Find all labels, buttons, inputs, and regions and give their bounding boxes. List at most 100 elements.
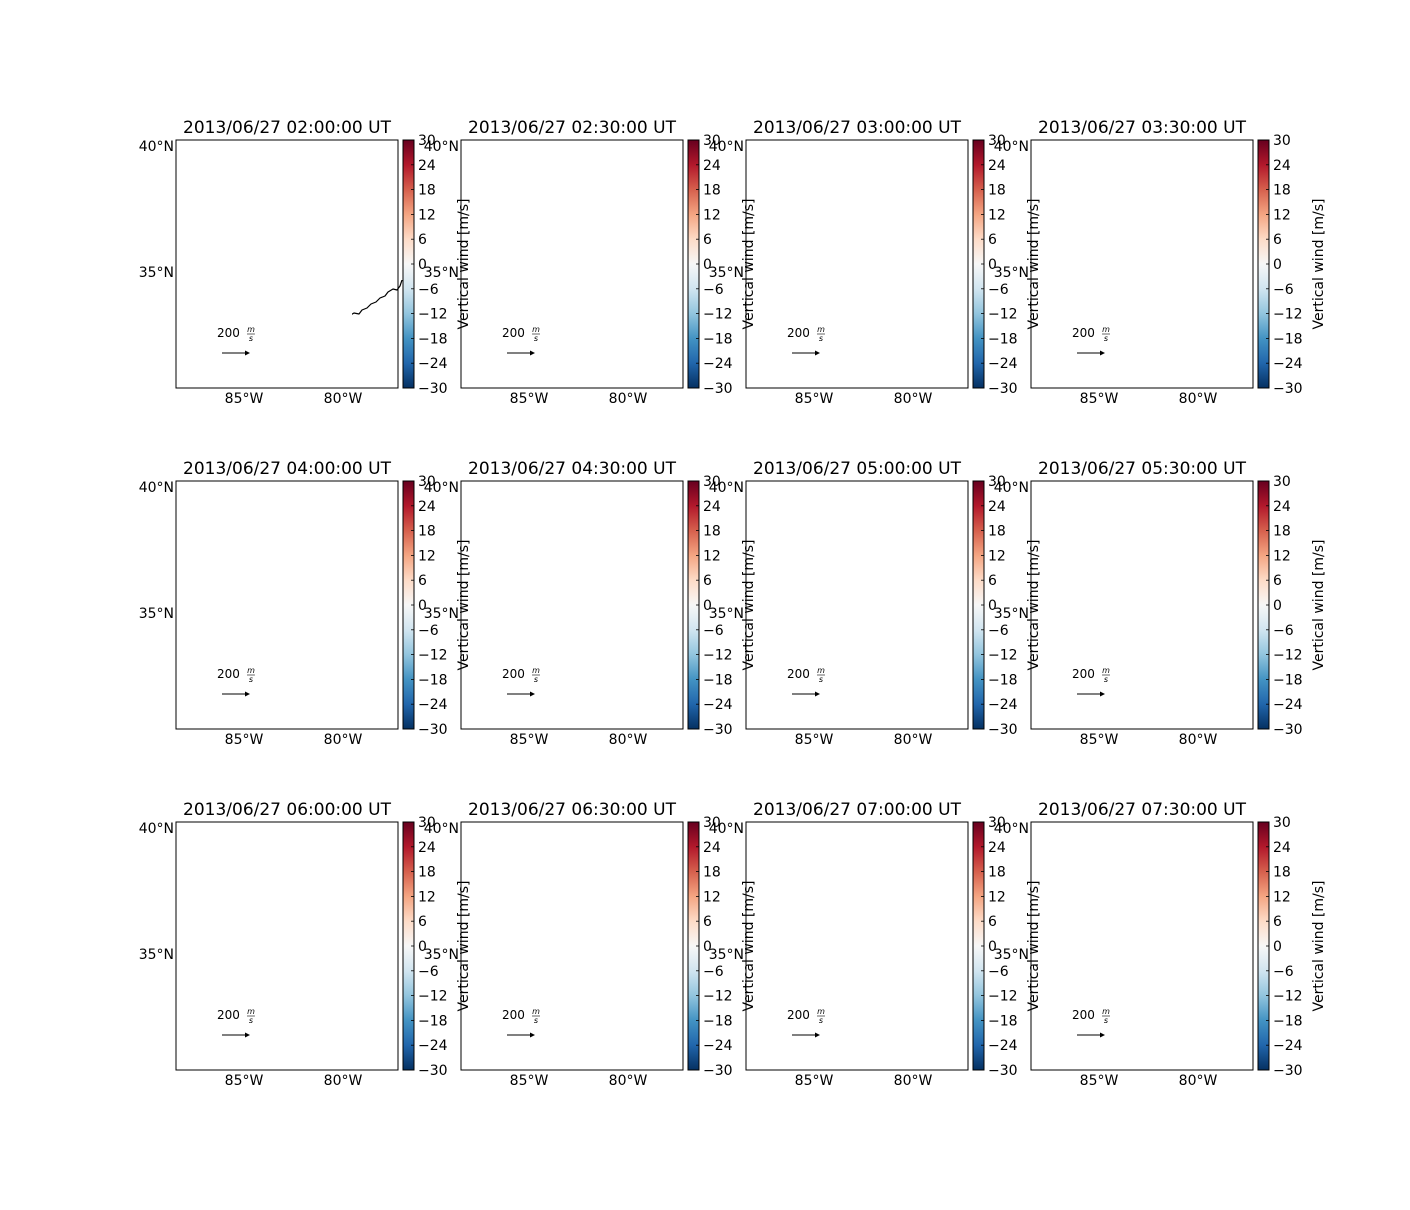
colorbar-tick-label: −30 [988,722,1018,738]
quiver-key-arrowhead [1100,691,1105,697]
colorbar-tick-label: −30 [703,722,733,738]
quiver-key-unit-den: s [819,675,823,684]
quiver-key-unit-num: m [247,325,255,334]
quiver-key-unit-den: s [1104,675,1108,684]
lat-tick-label: 35°N [709,265,744,281]
colorbar-tick-label: 0 [418,598,427,614]
colorbar-tick-label: −18 [1273,1013,1303,1029]
colorbar: 30 24 18 12 6 0 −6 −12 −18 −24 −30 Vertical wind [m… [687,815,757,1079]
colorbar-tick-label: −12 [1273,307,1303,323]
lat-tick-label: 40°N [709,139,744,155]
colorbar-tick-label: 12 [703,548,721,564]
colorbar-tick-label: 12 [703,889,721,905]
lon-tick-label: 80°W [609,732,648,748]
colorbar-tick-label: −30 [1273,1063,1303,1079]
quiver-key-arrowhead [530,691,535,697]
colorbar-tick-label: −18 [988,1013,1018,1029]
gulf-coastline [461,1054,553,1070]
quiver-key-arrowhead [245,350,250,356]
colorbar-tick-label: −24 [703,697,733,713]
colorbar-tick-label: −6 [988,623,1009,639]
quiver-key-value: 200 [502,1008,525,1022]
quiver-key: 200 ms [787,666,825,697]
colorbar-tick-label: −18 [703,331,733,347]
gulf-coastline [176,1054,268,1070]
panel-title: 2013/06/27 07:00:00 UT [753,800,962,820]
colorbar-tick-label: −18 [703,1013,733,1029]
panel-title: 2013/06/27 03:30:00 UT [1038,118,1247,138]
lon-tick-label: 85°W [1080,391,1119,407]
colorbar-tick-label: 24 [988,499,1006,515]
quiver-key-value: 200 [787,667,810,681]
map-panel: 2013/06/27 04:30:00 UT 40°N 35°N 85°W 80°W 20… [424,459,757,748]
colorbar-tick-label: 24 [988,840,1006,856]
colorbar-tick-label: 18 [1273,183,1291,199]
gulf-coastline [746,713,838,729]
colorbar-label: Vertical wind [m/s] [1311,881,1327,1012]
lon-tick-label: 85°W [795,391,834,407]
colorbar-tick-label: −24 [418,356,448,372]
lon-tick-label: 85°W [795,1073,834,1089]
quiver-key-unit-num: m [532,666,540,675]
colorbar: 30 24 18 12 6 0 −6 −12 −18 −24 −30 Vertical wind [m… [402,815,472,1079]
quiver-key-arrowhead [815,1032,820,1038]
colorbar-tick-label: 24 [418,499,436,515]
quiver-key-arrowhead [530,350,535,356]
colorbar-tick-label: 12 [418,207,436,223]
lon-tick-label: 80°W [894,391,933,407]
colorbar-tick-label: 6 [418,914,427,930]
map-frame [745,480,969,730]
quiver-key-value: 200 [217,667,240,681]
gulf-coastline [1031,713,1123,729]
colorbar: 30 24 18 12 6 0 −6 −12 −18 −24 −30 Vertical wind [m… [972,133,1042,397]
quiver-key: 200 ms [217,666,255,697]
colorbar: 30 24 18 12 6 0 −6 −12 −18 −24 −30 Vertical wind [m… [1257,474,1327,738]
colorbar-tick-label: 0 [418,257,427,273]
lon-tick-label: 85°W [1080,1073,1119,1089]
gulf-coastline [746,1054,838,1070]
panel-title: 2013/06/27 06:00:00 UT [183,800,392,820]
colorbar-label: Vertical wind [m/s] [1311,540,1327,671]
lat-tick-label: 35°N [424,265,459,281]
lon-tick-label: 80°W [324,1073,363,1089]
map-frame [745,139,969,389]
map-frame [175,139,399,389]
colorbar-tick-label: −18 [1273,672,1303,688]
quiver-key: 200 ms [1072,666,1110,697]
lat-tick-label: 40°N [709,480,744,496]
colorbar-tick-label: −18 [703,672,733,688]
map-frame [1030,480,1254,730]
quiver-key-unit-num: m [1102,1007,1110,1016]
quiver-key-value: 200 [217,326,240,340]
quiver-key-unit-num: m [817,325,825,334]
quiver-key-arrowhead [815,350,820,356]
colorbar-tick-label: 12 [1273,889,1291,905]
colorbar-tick-label: 0 [1273,939,1282,955]
quiver-key-unit-den: s [534,334,538,343]
colorbar-tick-label: −24 [988,697,1018,713]
colorbar-tick-label: −6 [703,623,724,639]
quiver-key-unit-den: s [819,1016,823,1025]
quiver-key-unit-den: s [249,334,253,343]
lon-tick-label: 80°W [609,391,648,407]
colorbar-tick-label: 30 [703,474,721,490]
colorbar-tick-label: −18 [418,672,448,688]
quiver-key-arrowhead [1100,350,1105,356]
quiver-key-value: 200 [1072,1008,1095,1022]
quiver-key: 200 ms [502,325,540,356]
colorbar-tick-label: 30 [1273,474,1291,490]
gulf-coastline [1031,372,1123,388]
colorbar-tick-label: 24 [418,158,436,174]
colorbar-tick-label: −12 [988,648,1018,664]
colorbar-tick-label: −12 [418,307,448,323]
colorbar-tick-label: 18 [703,524,721,540]
colorbar-tick-label: 30 [1273,815,1291,831]
colorbar-label: Vertical wind [m/s] [1026,199,1042,330]
map-frame [460,139,684,389]
colorbar-tick-label: 30 [703,133,721,149]
lat-tick-label: 40°N [139,480,174,496]
colorbar-tick-label: −30 [418,722,448,738]
colorbar-tick-label: −30 [1273,722,1303,738]
colorbar-tick-label: −30 [418,381,448,397]
panel-title: 2013/06/27 05:00:00 UT [753,459,962,479]
